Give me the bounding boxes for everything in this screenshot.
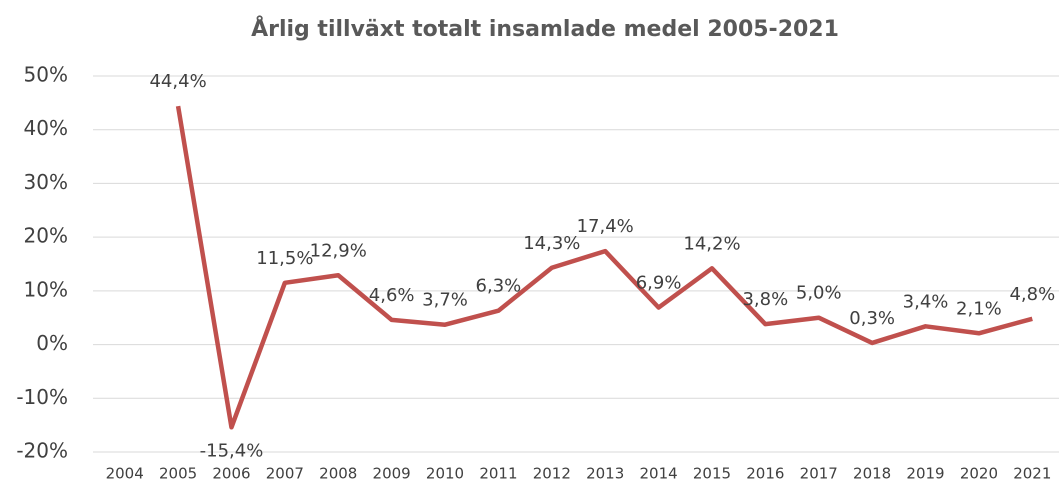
data-label: 0,3% [849,308,895,329]
data-label: 3,4% [903,291,949,312]
x-tick-label: 2008 [319,465,357,482]
data-label: 3,7% [422,290,468,311]
y-tick-label: 10% [24,277,68,301]
x-tick-label: 2019 [906,465,944,482]
data-label: 6,9% [636,273,682,294]
x-tick-label: 2018 [853,465,891,482]
x-tick-label: 2007 [266,465,304,482]
x-tick-label: 2016 [746,465,784,482]
y-tick-label: -10% [16,385,68,409]
x-tick-label: 2014 [639,465,677,482]
x-tick-label: 2005 [159,465,197,482]
x-tick-label: 2012 [533,465,571,482]
y-tick-label: -20% [16,439,68,463]
x-tick-label: 2021 [1013,465,1051,482]
x-tick-label: 2015 [693,465,731,482]
x-tick-label: 2006 [212,465,250,482]
chart-title: Årlig tillväxt totalt insamlade medel 20… [251,16,839,42]
data-label: -15,4% [200,440,264,461]
data-label: 17,4% [577,216,634,237]
data-label: 12,9% [310,240,367,261]
data-label: 5,0% [796,283,842,304]
data-label: 6,3% [476,276,522,297]
x-tick-label: 2004 [106,465,144,482]
data-label: 2,1% [956,298,1002,319]
data-label: 11,5% [256,248,313,269]
data-label: 14,2% [683,233,740,254]
x-tick-label: 2017 [800,465,838,482]
y-tick-label: 30% [24,170,68,194]
x-tick-label: 2020 [960,465,998,482]
x-tick-label: 2011 [479,465,517,482]
y-tick-label: 20% [24,224,68,248]
data-label: 14,3% [523,233,580,254]
data-label: 3,8% [742,289,788,310]
x-tick-label: 2009 [373,465,411,482]
x-tick-label: 2013 [586,465,624,482]
y-tick-label: 50% [24,63,68,87]
x-tick-label: 2010 [426,465,464,482]
data-label: 4,6% [369,285,415,306]
y-tick-label: 40% [24,116,68,140]
line [175,105,1033,430]
data-label: 4,8% [1009,284,1055,305]
y-tick-label: 0% [36,331,68,355]
data-label: 44,4% [149,71,206,92]
